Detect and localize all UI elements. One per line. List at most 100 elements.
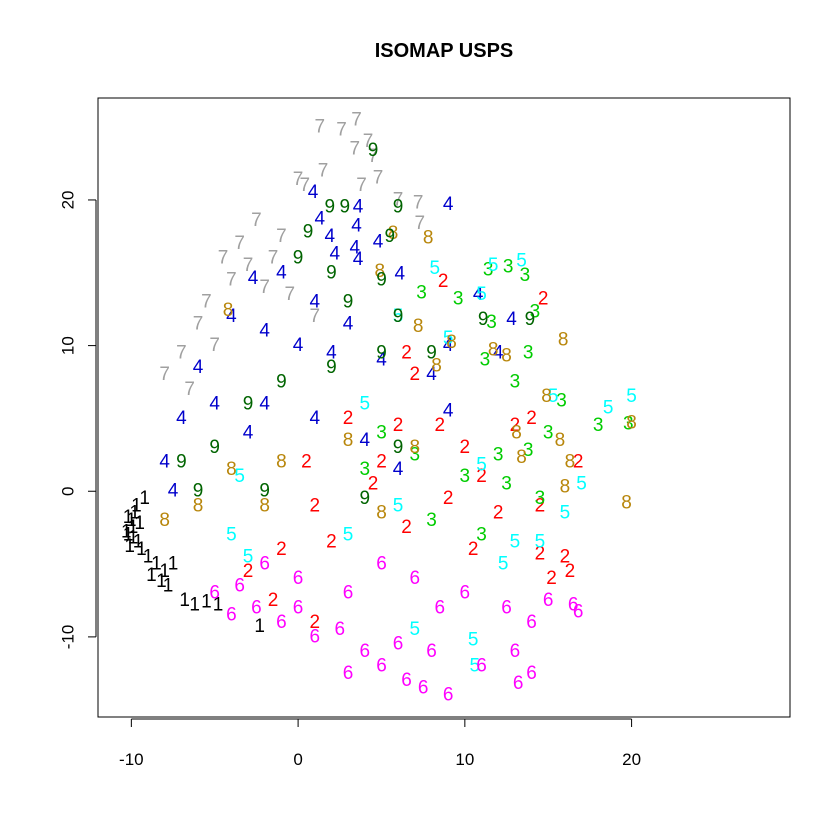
- point-digit-9-12: 9: [525, 309, 536, 330]
- point-digit-4-15: 4: [259, 321, 270, 342]
- point-digit-8-0: 8: [423, 227, 434, 248]
- point-digit-8-22: 8: [259, 495, 270, 516]
- point-digit-6-15: 6: [418, 677, 429, 698]
- point-digit-0-19: 0: [468, 524, 479, 545]
- point-digit-4-32: 4: [426, 364, 437, 385]
- point-digit-7-6: 7: [373, 168, 384, 189]
- point-digit-3-3: 3: [530, 302, 541, 323]
- point-digit-7-11: 7: [393, 190, 404, 211]
- point-digit-1-20: 1: [213, 594, 224, 615]
- point-digit-7-3: 7: [363, 131, 374, 152]
- point-digit-7-10: 7: [356, 175, 367, 196]
- point-digit-9-3: 9: [325, 197, 336, 218]
- point-digit-6-24: 6: [526, 612, 537, 633]
- point-digit-3-20: 3: [426, 510, 437, 531]
- point-digit-0-18: 0: [510, 495, 521, 516]
- point-digit-0-10: 0: [476, 510, 487, 531]
- point-digit-3-22: 3: [535, 488, 546, 509]
- point-digit-7-20: 7: [193, 313, 204, 334]
- x-axis: -10 0 10 20: [119, 718, 641, 769]
- point-digit-1-14: 1: [146, 565, 157, 586]
- point-digit-3-9: 3: [510, 372, 521, 393]
- point-digit-2-27: 2: [368, 474, 379, 495]
- point-digit-0-20: 0: [326, 605, 337, 626]
- point-digit-2-23: 2: [565, 561, 576, 582]
- x-tick-label-1: 0: [293, 750, 302, 769]
- point-digit-3-8: 3: [480, 350, 491, 371]
- point-digit-5-14: 5: [470, 656, 481, 677]
- y-tick-label-3: 20: [59, 190, 78, 209]
- point-digit-5-8: 5: [603, 398, 614, 419]
- point-digit-0-8: 0: [343, 510, 354, 531]
- point-digit-1-11: 1: [131, 495, 142, 516]
- point-digit-0-7: 0: [460, 561, 471, 582]
- point-digit-2-7: 2: [460, 437, 471, 458]
- point-digit-5-19: 5: [234, 466, 245, 487]
- point-digit-2-1: 2: [538, 289, 549, 310]
- point-digit-3-7: 3: [523, 342, 534, 363]
- point-digit-5-12: 5: [498, 554, 509, 575]
- point-digit-2-3: 2: [410, 364, 421, 385]
- point-digit-1-12: 1: [139, 488, 150, 509]
- point-digit-9-14: 9: [376, 342, 387, 363]
- point-digit-6-1: 6: [234, 575, 245, 596]
- point-digit-3-21: 3: [476, 524, 487, 545]
- point-digit-6-16: 6: [443, 685, 454, 706]
- point-digit-6-29: 6: [376, 554, 387, 575]
- point-digit-4-11: 4: [248, 268, 259, 289]
- point-digit-6-13: 6: [426, 641, 437, 662]
- point-digit-2-19: 2: [401, 517, 412, 538]
- point-digit-7-25: 7: [259, 277, 270, 298]
- point-digit-2-6: 2: [435, 415, 446, 436]
- point-digit-5-16: 5: [343, 524, 354, 545]
- point-digit-0-4: 0: [368, 597, 379, 618]
- point-digit-0-0: 0: [335, 488, 346, 509]
- point-digit-4-13: 4: [310, 291, 321, 312]
- point-digit-3-2: 3: [520, 265, 531, 286]
- point-digit-4-19: 4: [443, 335, 454, 356]
- point-digit-7-16: 7: [234, 233, 245, 254]
- point-digit-7-26: 7: [285, 284, 296, 305]
- point-digit-5-4: 5: [393, 306, 404, 327]
- point-digit-6-5: 6: [276, 612, 287, 633]
- point-digit-8-14: 8: [565, 452, 576, 473]
- point-digit-6-12: 6: [393, 634, 404, 655]
- point-digit-0-2: 0: [393, 554, 404, 575]
- point-digit-1-1: 1: [123, 524, 134, 545]
- point-digit-5-13: 5: [468, 629, 479, 650]
- point-digit-9-8: 9: [376, 270, 387, 291]
- point-digit-1-13: 1: [124, 536, 135, 557]
- point-digit-8-15: 8: [516, 447, 527, 468]
- point-digit-2-10: 2: [526, 408, 537, 429]
- y-tick-label-2: 10: [59, 336, 78, 355]
- point-digit-5-6: 5: [548, 386, 559, 407]
- point-digit-9-7: 9: [293, 248, 304, 269]
- point-digit-3-1: 3: [503, 257, 514, 278]
- point-digit-6-27: 6: [435, 597, 446, 618]
- point-digit-8-24: 8: [560, 476, 571, 497]
- point-digit-4-14: 4: [226, 306, 237, 327]
- point-digit-2-0: 2: [438, 271, 449, 292]
- point-digit-4-22: 4: [493, 342, 504, 363]
- point-digit-6-6: 6: [293, 597, 304, 618]
- point-digit-8-20: 8: [193, 495, 204, 516]
- point-digit-7-29: 7: [268, 248, 279, 269]
- point-digit-4-7: 4: [350, 238, 361, 259]
- point-digit-2-2: 2: [401, 342, 412, 363]
- point-digit-9-15: 9: [326, 357, 337, 378]
- point-digit-4-23: 4: [193, 357, 204, 378]
- point-digit-8-11: 8: [626, 412, 637, 433]
- point-digit-4-10: 4: [395, 264, 406, 285]
- point-digit-8-4: 8: [413, 316, 424, 337]
- point-digit-9-4: 9: [303, 222, 314, 243]
- point-digit-5-17: 5: [243, 546, 254, 567]
- point-digit-4-4: 4: [351, 216, 362, 237]
- point-digit-6-2: 6: [209, 583, 220, 604]
- y-axis: -10 0 10 20: [59, 190, 97, 649]
- point-digit-7-17: 7: [243, 255, 254, 276]
- point-digit-1-19: 1: [201, 591, 212, 612]
- point-digit-2-21: 2: [535, 543, 546, 564]
- point-digit-8-13: 8: [555, 430, 566, 451]
- point-digit-4-8: 4: [330, 243, 341, 264]
